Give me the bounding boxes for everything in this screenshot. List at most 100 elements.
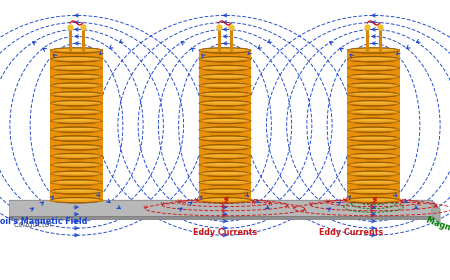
Ellipse shape [204, 49, 246, 50]
Ellipse shape [56, 181, 97, 183]
Ellipse shape [50, 56, 103, 62]
Bar [347, 128, 400, 132]
Bar [347, 110, 400, 114]
Bar [199, 110, 251, 114]
Bar [50, 93, 103, 96]
Ellipse shape [204, 75, 246, 77]
Bar [199, 49, 251, 52]
Ellipse shape [50, 74, 103, 80]
Polygon shape [9, 200, 440, 209]
Ellipse shape [199, 83, 251, 88]
Bar [199, 172, 251, 176]
Ellipse shape [353, 57, 394, 59]
Ellipse shape [347, 172, 400, 176]
Ellipse shape [347, 48, 400, 53]
Ellipse shape [347, 74, 400, 79]
Ellipse shape [204, 66, 246, 68]
Ellipse shape [50, 172, 103, 176]
Bar [199, 199, 251, 202]
Ellipse shape [199, 91, 251, 97]
Ellipse shape [50, 100, 103, 106]
Bar [50, 66, 103, 70]
Ellipse shape [347, 56, 400, 62]
Polygon shape [432, 200, 440, 225]
Ellipse shape [353, 154, 394, 156]
Bar [199, 84, 251, 88]
Bar [347, 163, 400, 167]
Ellipse shape [347, 65, 400, 71]
Bar [50, 119, 103, 123]
Bar [199, 155, 251, 158]
Ellipse shape [50, 179, 103, 186]
Ellipse shape [56, 198, 97, 200]
Ellipse shape [56, 110, 97, 112]
Ellipse shape [199, 127, 251, 132]
Bar [50, 163, 103, 167]
Bar [347, 75, 400, 79]
Bar [199, 146, 251, 149]
Ellipse shape [50, 118, 103, 124]
Polygon shape [199, 50, 251, 200]
Ellipse shape [199, 144, 251, 150]
Ellipse shape [199, 101, 251, 106]
Bar [347, 146, 400, 149]
Ellipse shape [199, 136, 251, 142]
Ellipse shape [199, 57, 251, 61]
Ellipse shape [347, 179, 400, 186]
Ellipse shape [199, 172, 251, 176]
Ellipse shape [347, 74, 400, 80]
Bar [50, 75, 103, 79]
Ellipse shape [353, 66, 394, 68]
Polygon shape [50, 50, 103, 200]
Ellipse shape [347, 127, 400, 133]
Ellipse shape [353, 146, 394, 148]
Ellipse shape [204, 93, 246, 95]
Ellipse shape [56, 84, 97, 86]
Bar [199, 57, 251, 61]
Ellipse shape [204, 137, 246, 139]
Ellipse shape [56, 128, 97, 130]
Ellipse shape [199, 163, 251, 167]
Ellipse shape [50, 180, 103, 185]
Bar [199, 181, 251, 185]
Ellipse shape [347, 145, 400, 150]
Ellipse shape [199, 74, 251, 80]
Ellipse shape [204, 181, 246, 183]
Ellipse shape [204, 154, 246, 156]
Ellipse shape [56, 190, 97, 192]
Bar [347, 119, 400, 123]
Bar [347, 66, 400, 70]
Ellipse shape [50, 163, 103, 167]
Ellipse shape [199, 47, 251, 53]
Ellipse shape [347, 109, 400, 115]
Bar [50, 137, 103, 141]
Ellipse shape [50, 92, 103, 97]
Ellipse shape [199, 188, 251, 195]
Bar [199, 163, 251, 167]
Ellipse shape [199, 74, 251, 79]
Ellipse shape [50, 83, 103, 88]
Ellipse shape [347, 197, 400, 203]
Ellipse shape [50, 136, 103, 142]
Bar [347, 84, 400, 88]
Ellipse shape [353, 190, 394, 192]
Ellipse shape [199, 83, 251, 89]
Ellipse shape [56, 101, 97, 103]
Ellipse shape [204, 101, 246, 103]
Ellipse shape [199, 198, 251, 202]
Ellipse shape [199, 171, 251, 177]
Ellipse shape [353, 198, 394, 200]
Ellipse shape [347, 180, 400, 185]
Bar [199, 75, 251, 79]
Ellipse shape [56, 172, 97, 174]
Ellipse shape [347, 162, 400, 168]
Ellipse shape [347, 101, 400, 106]
Ellipse shape [199, 197, 251, 203]
Ellipse shape [347, 163, 400, 167]
Bar [199, 190, 251, 193]
Ellipse shape [56, 57, 97, 59]
Text: Conductor: Conductor [14, 220, 53, 229]
Ellipse shape [199, 92, 251, 97]
Ellipse shape [199, 66, 251, 70]
Bar [199, 102, 251, 105]
